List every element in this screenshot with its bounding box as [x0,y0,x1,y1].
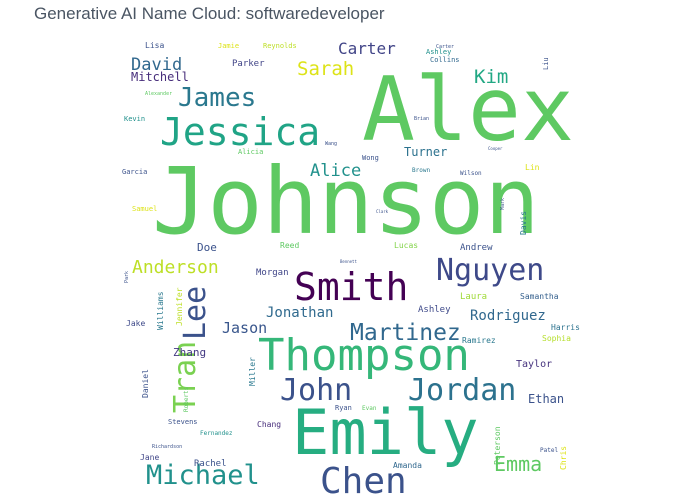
word-ethan: Ethan [528,392,564,406]
word-anderson: Anderson [132,257,219,278]
word-cooper: Cooper [488,146,503,151]
word-chris: Chris [559,446,568,470]
word-daniel: Daniel [141,369,150,398]
word-johnson: Johnson [152,148,540,255]
word-parker: Parker [232,59,265,69]
word-ramirez: Ramirez [462,336,496,345]
word-emma: Emma [494,452,542,476]
word-john: John [280,373,352,408]
word-lisa: Lisa [145,41,164,50]
word-carter: Carter [436,44,454,50]
word-alex: Alex [362,58,574,161]
word-rachel: Rachel [194,459,227,469]
word-collins: Collins [430,56,460,64]
word-nguyen: Nguyen [436,253,544,288]
word-andrew: Andrew [460,243,493,253]
word-reed: Reed [280,241,299,250]
word-michael: Michael [146,460,260,491]
word-peterson: Peterson [493,426,502,465]
word-jordan: Jordan [408,373,516,408]
word-ryan: Ryan [335,404,352,412]
word-sarah: Sarah [297,58,354,80]
word-thompson: Thompson [258,330,470,381]
word-lin: Lin [525,163,540,172]
word-jessica: Jessica [160,110,320,154]
word-clark: Clark [376,209,389,214]
word-tran: Tran [168,341,203,413]
word-james: James [178,83,256,113]
word-park: Park [124,271,130,283]
word-patel: Patel [540,447,558,454]
word-zhang: Zhang [173,346,206,359]
word-samantha: Samantha [520,292,559,301]
word-chen: Chen [320,461,407,500]
word-roberts: Roberts [183,386,190,412]
word-miller: Miller [248,357,257,386]
word-brown: Brown [412,167,430,174]
word-fernandez: Fernandez [200,430,233,437]
word-jamie: Jamie [218,42,239,50]
word-rodriguez: Rodriguez [470,308,546,324]
word-taylor: Taylor [516,359,552,370]
word-reynolds: Reynolds [263,42,297,50]
word-harris: Harris [551,323,580,332]
word-ashley: Ashley [426,48,451,56]
word-alexander: Alexander [145,91,172,97]
word-brian: Brian [414,116,429,122]
word-evan: Evan [362,405,377,412]
word-jason: Jason [222,319,267,337]
word-wang: Wang [325,141,337,147]
word-liu: Liu [542,57,550,70]
word-jane: Jane [140,453,159,462]
word-jake: Jake [126,319,145,328]
word-lee: Lee [178,286,213,340]
word-smith: Smith [294,265,408,309]
word-laura: Laura [460,292,487,302]
word-richardson: Richardson [152,444,182,450]
word-ashley: Ashley [418,305,451,315]
word-davis: Davis [519,211,528,235]
word-kevin: Kevin [124,115,145,123]
word-mitchell: Mitchell [131,70,189,84]
word-wong: Wong [362,154,379,162]
word-wilson: Wilson [460,170,482,177]
word-david: David [131,55,182,75]
word-williams: Williams [156,291,165,330]
word-morgan: Morgan [256,268,289,278]
word-lucas: Lucas [394,241,418,250]
word-amanda: Amanda [393,461,422,470]
word-samuel: Samuel [132,205,157,213]
word-sophia: Sophia [542,334,571,343]
word-doe: Doe [197,241,217,254]
chart-title: Generative AI Name Cloud: softwaredevelo… [34,4,385,23]
word-garcia: Garcia [122,168,147,176]
word-alicia: Alicia [238,148,263,156]
word-carter: Carter [338,39,396,58]
word-stevens: Stevens [168,418,198,426]
word-kim: Kim [474,66,508,88]
word-turner: Turner [404,145,447,159]
word-jennifer: Jennifer [175,287,184,326]
word-jonathan: Jonathan [266,305,333,321]
word-martinez: Martinez [350,320,461,346]
word-bennett: Bennett [340,259,357,264]
word-mark: Mark [500,198,506,210]
word-emily: Emily [292,396,479,469]
word-chang: Chang [257,420,281,429]
word-alice: Alice [310,161,361,181]
